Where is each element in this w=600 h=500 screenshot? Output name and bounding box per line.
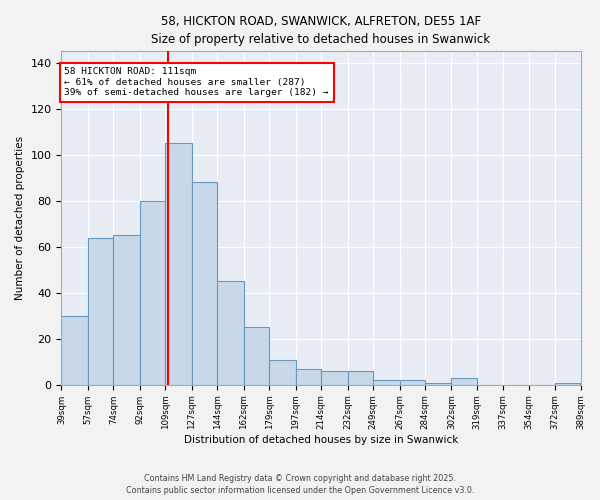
Bar bbox=[425, 382, 451, 385]
Title: 58, HICKTON ROAD, SWANWICK, ALFRETON, DE55 1AF
Size of property relative to deta: 58, HICKTON ROAD, SWANWICK, ALFRETON, DE… bbox=[151, 15, 491, 46]
Bar bbox=[347, 371, 373, 385]
Bar bbox=[451, 378, 476, 385]
Text: Contains HM Land Registry data © Crown copyright and database right 2025.
Contai: Contains HM Land Registry data © Crown c… bbox=[126, 474, 474, 495]
Bar bbox=[165, 144, 192, 385]
Text: 58 HICKTON ROAD: 111sqm
← 61% of detached houses are smaller (287)
39% of semi-d: 58 HICKTON ROAD: 111sqm ← 61% of detache… bbox=[64, 68, 329, 97]
Bar bbox=[217, 282, 244, 385]
Bar bbox=[269, 360, 296, 385]
Bar bbox=[373, 380, 400, 385]
X-axis label: Distribution of detached houses by size in Swanwick: Distribution of detached houses by size … bbox=[184, 435, 458, 445]
Bar bbox=[400, 380, 425, 385]
Bar bbox=[61, 316, 88, 385]
Bar bbox=[88, 238, 113, 385]
Y-axis label: Number of detached properties: Number of detached properties bbox=[15, 136, 25, 300]
Bar bbox=[244, 328, 269, 385]
Bar bbox=[321, 371, 347, 385]
Bar bbox=[113, 236, 140, 385]
Bar bbox=[296, 368, 321, 385]
Bar bbox=[192, 182, 217, 385]
Bar bbox=[555, 382, 580, 385]
Bar bbox=[140, 201, 165, 385]
